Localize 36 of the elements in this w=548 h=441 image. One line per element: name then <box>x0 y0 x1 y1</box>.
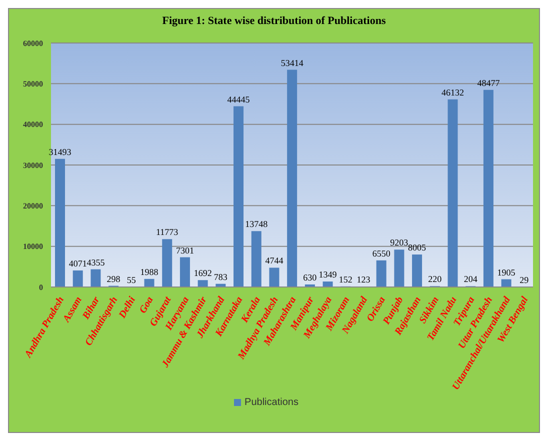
data-label: 46132 <box>441 87 464 98</box>
data-label: 13748 <box>245 219 268 230</box>
data-label: 1349 <box>318 270 338 280</box>
data-label: 7301 <box>176 245 194 256</box>
data-label: 53414 <box>280 58 304 68</box>
chart-title: Figure 1: State wise distribution of Publications <box>161 15 387 27</box>
data-label: 9203 <box>390 238 409 248</box>
y-tick-label: 50000 <box>23 80 43 89</box>
data-label: 48477 <box>477 78 500 88</box>
data-label: 630 <box>303 272 318 282</box>
data-label: 298 <box>106 274 121 284</box>
data-label: 44445 <box>227 94 250 104</box>
y-tick-label: 20000 <box>23 202 43 211</box>
data-label: 1905 <box>497 267 516 278</box>
x-tick-label: Goa <box>138 295 156 316</box>
data-label: 8005 <box>408 242 427 252</box>
data-label: 204 <box>464 274 478 284</box>
data-label: 123 <box>356 274 371 284</box>
data-label: 152 <box>338 274 352 284</box>
data-label: 6550 <box>372 248 391 258</box>
data-label: 55 <box>126 274 136 285</box>
data-label: 783 <box>214 272 228 282</box>
data-label: 4355 <box>86 257 106 268</box>
y-tick-label: 40000 <box>23 120 43 130</box>
data-label: 4744 <box>265 256 284 266</box>
y-tick-label: 30000 <box>23 160 43 170</box>
data-label: 4071 <box>68 258 87 268</box>
y-tick-label: 0 <box>39 282 43 292</box>
y-tick-label: 60000 <box>23 38 43 48</box>
legend-label: Publications <box>244 397 298 408</box>
data-label: 1692 <box>194 268 212 278</box>
y-tick-label: 10000 <box>23 242 43 252</box>
data-label: 220 <box>428 274 442 284</box>
data-label: 29 <box>520 274 530 285</box>
data-label: 1988 <box>140 266 159 277</box>
data-label: 11773 <box>156 227 179 238</box>
